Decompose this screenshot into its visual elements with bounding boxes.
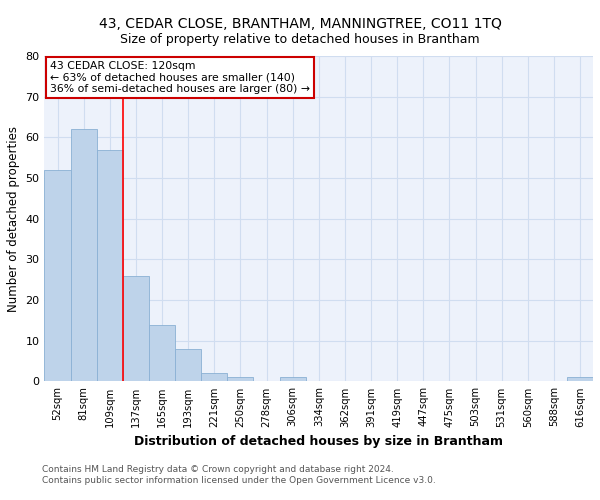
Bar	[149, 324, 175, 382]
Bar	[175, 349, 201, 382]
Bar	[123, 276, 149, 382]
Bar	[71, 129, 97, 382]
Text: 43, CEDAR CLOSE, BRANTHAM, MANNINGTREE, CO11 1TQ: 43, CEDAR CLOSE, BRANTHAM, MANNINGTREE, …	[98, 18, 502, 32]
Bar	[280, 378, 306, 382]
Text: Contains HM Land Registry data © Crown copyright and database right 2024.: Contains HM Land Registry data © Crown c…	[42, 465, 394, 474]
Bar	[201, 374, 227, 382]
X-axis label: Distribution of detached houses by size in Brantham: Distribution of detached houses by size …	[134, 435, 503, 448]
Bar	[227, 378, 253, 382]
Text: 43 CEDAR CLOSE: 120sqm
← 63% of detached houses are smaller (140)
36% of semi-de: 43 CEDAR CLOSE: 120sqm ← 63% of detached…	[50, 61, 310, 94]
Text: Contains public sector information licensed under the Open Government Licence v3: Contains public sector information licen…	[42, 476, 436, 485]
Y-axis label: Number of detached properties: Number of detached properties	[7, 126, 20, 312]
Bar	[567, 378, 593, 382]
Bar	[44, 170, 71, 382]
Bar	[97, 150, 123, 382]
Text: Size of property relative to detached houses in Brantham: Size of property relative to detached ho…	[120, 34, 480, 46]
